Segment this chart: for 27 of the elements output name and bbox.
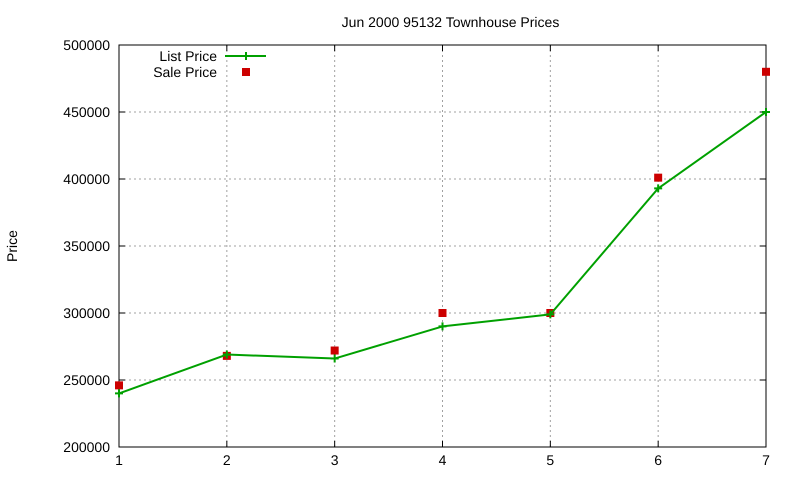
point xyxy=(545,309,556,320)
point xyxy=(438,309,446,317)
chart-title: Jun 2000 95132 Townhouse Prices xyxy=(342,14,560,30)
x-tick-label: 1 xyxy=(115,452,124,468)
point xyxy=(330,346,339,355)
point xyxy=(654,174,662,182)
legend-label: Sale Price xyxy=(153,64,218,80)
point xyxy=(762,68,770,76)
y-tick-label: 300000 xyxy=(63,305,110,321)
point xyxy=(438,321,448,332)
y-tick-label: 250000 xyxy=(63,372,110,388)
x-tick-label: 6 xyxy=(654,452,662,468)
legend-label: List Price xyxy=(159,48,218,64)
x-tick-label: 3 xyxy=(330,452,339,468)
y-tick-label: 200000 xyxy=(63,439,110,455)
point xyxy=(115,381,123,390)
y-tick-label: 500000 xyxy=(63,37,110,53)
x-tick-label: 5 xyxy=(546,452,554,468)
point xyxy=(653,183,664,194)
y-axis-title: Price xyxy=(4,230,20,262)
point xyxy=(330,354,340,364)
x-tick-label: 4 xyxy=(438,452,447,468)
x-tick-label: 7 xyxy=(762,452,770,468)
y-tick-label: 400000 xyxy=(63,171,110,187)
y-tick-label: 450000 xyxy=(63,104,110,120)
y-tick-label: 350000 xyxy=(63,238,110,254)
x-tick-label: 2 xyxy=(222,452,231,468)
